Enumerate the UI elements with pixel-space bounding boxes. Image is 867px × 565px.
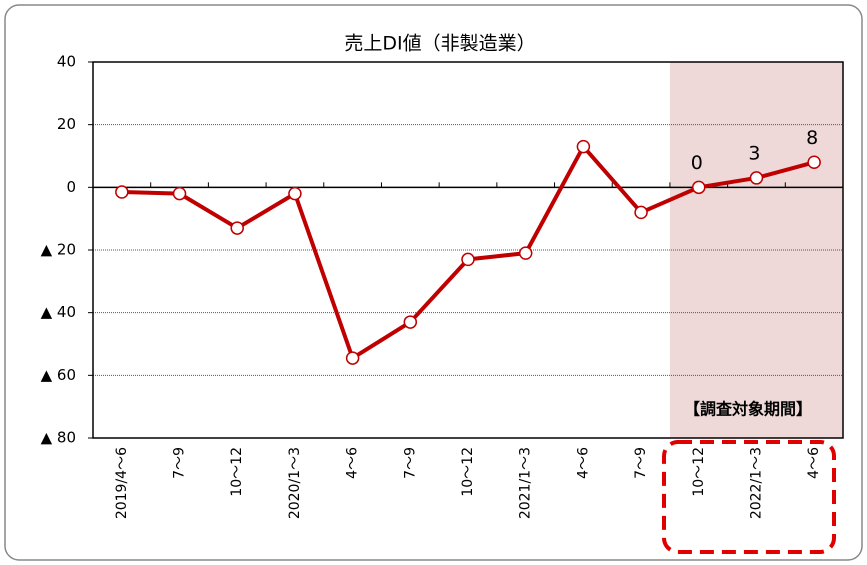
- chart-title: 売上DI値（非製造業）: [344, 33, 535, 55]
- marker: [692, 180, 706, 195]
- x-tick-label: 2021/1～3: [518, 447, 534, 519]
- x-tick-label: 4～6: [806, 447, 822, 479]
- x-tick-label: 10～12: [691, 447, 707, 497]
- x-tick-label: 10～12: [229, 447, 245, 497]
- y-tick-label: ▲ 40: [41, 303, 76, 321]
- x-tick-label: 10～12: [460, 447, 476, 497]
- x-tick-label: 2022/1～3: [748, 447, 764, 519]
- annotation: 【調査対象期間】: [684, 400, 812, 419]
- shaded-region: [669, 62, 843, 438]
- marker: [461, 252, 475, 267]
- marker: [518, 246, 533, 260]
- marker: [403, 315, 418, 329]
- plot-border: [92, 61, 844, 439]
- marker: [230, 221, 244, 235]
- marker: [172, 186, 187, 201]
- data-label: 8: [806, 127, 818, 149]
- x-tick-label: 2019/4～6: [114, 447, 130, 519]
- highlight-box: [662, 440, 836, 554]
- y-tick-label: 40: [57, 53, 76, 71]
- y-tick-label: 20: [57, 115, 76, 133]
- y-tick-label: 0: [66, 178, 76, 196]
- marker: [634, 205, 648, 220]
- y-tick-label: ▲ 80: [41, 429, 76, 447]
- marker: [345, 351, 360, 365]
- data-label: 3: [748, 142, 760, 164]
- y-tick-label: ▲ 60: [41, 366, 76, 384]
- data-label: 0: [691, 152, 703, 174]
- marker: [288, 186, 302, 201]
- x-tick-label: 4～6: [575, 447, 591, 479]
- marker: [749, 171, 764, 185]
- x-tick-label: 7～9: [402, 447, 418, 479]
- x-tick-label: 7～9: [172, 447, 188, 479]
- frame: [4, 4, 863, 561]
- marker: [807, 155, 821, 170]
- x-tick-label: 2020/1～3: [287, 447, 303, 519]
- marker: [115, 185, 129, 199]
- x-tick-label: 4～6: [345, 447, 361, 479]
- marker: [576, 139, 591, 154]
- x-tick-label: 7～9: [633, 447, 649, 479]
- y-tick-label: ▲ 20: [41, 241, 76, 259]
